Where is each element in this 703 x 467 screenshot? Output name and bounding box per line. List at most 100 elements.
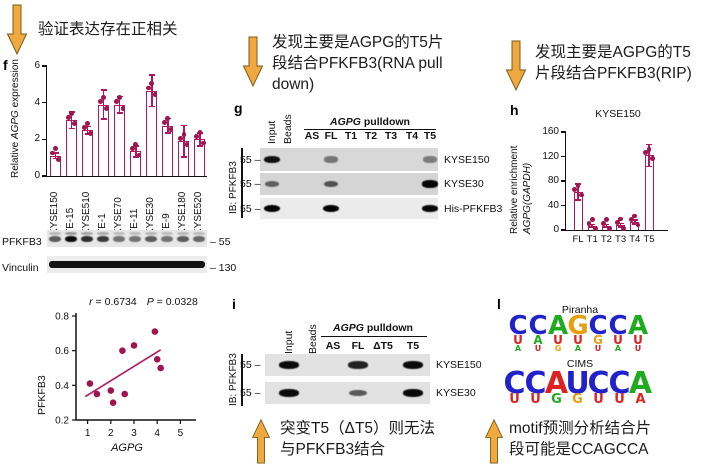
blot-strip — [260, 148, 438, 171]
blot-strip — [260, 173, 439, 195]
y-tick-label: 0.4 — [55, 381, 69, 392]
data-dot — [120, 105, 126, 111]
g-ib-line — [241, 148, 243, 218]
logo-letter: U — [634, 343, 642, 353]
y-tick — [561, 155, 566, 158]
data-dot — [165, 116, 171, 121]
error-cap — [196, 145, 203, 147]
panel-i: i Input Beads AGPG pulldown IB: PFKFB3 A… — [228, 294, 528, 419]
y-tick-label: 40 — [547, 199, 559, 211]
y-tick-label: 0 — [553, 224, 559, 235]
error-cap — [132, 156, 139, 158]
error-cap — [646, 143, 652, 145]
bar — [114, 104, 126, 176]
lane-label: T5 — [423, 130, 437, 142]
blot-strip — [265, 354, 430, 376]
logo-letter: G — [554, 343, 562, 353]
data-dot — [98, 99, 103, 105]
f-scatter-panel: r = 0.6734 P = 0.0328 PFKFB3 0.2 0.4 0.6 0.8… — [28, 290, 233, 467]
note-right-bottom-text: motif预测分析结合片 段可能是CCAGCCA — [509, 418, 651, 460]
note-right-top-text: 发现主要是AGPG的T5 片段结合PFKFB3(RIP) — [535, 42, 692, 84]
panel-i-label: i — [232, 296, 236, 312]
logo-letter: A — [547, 311, 569, 341]
y-tick-label: 80 — [547, 175, 559, 186]
blot-band — [423, 156, 437, 163]
blot-band — [65, 232, 77, 235]
blot-band — [113, 236, 125, 242]
error-cap — [148, 105, 155, 108]
panel-h: h KYSE150 Relative enrichment AGPG(GAPDH… — [505, 96, 703, 261]
data-dot — [130, 146, 135, 151]
error-cap — [100, 89, 107, 91]
blot-band — [402, 389, 423, 397]
data-dot — [65, 114, 71, 120]
x-tick-label: KYSE30 — [144, 197, 156, 235]
bar — [82, 130, 94, 176]
y-tick-label: 2 — [34, 133, 40, 145]
blot-band — [81, 236, 93, 242]
data-dot — [49, 150, 55, 156]
error-bar — [135, 145, 137, 157]
scatter-x-axis-title: AGPG — [111, 442, 143, 454]
error-cap — [575, 199, 581, 201]
down-arrow-shape — [6, 4, 28, 56]
blot-band — [263, 156, 281, 163]
data-point — [153, 356, 161, 363]
data-dot — [152, 92, 158, 97]
logo-letter: A — [544, 366, 569, 401]
panel-f-label: f — [3, 57, 8, 73]
data-point — [86, 380, 94, 387]
g-lane-beads: Beads — [282, 114, 294, 144]
panel-l-label: l — [497, 296, 501, 312]
i-lane-input: Input — [283, 330, 295, 354]
data-dot — [629, 217, 634, 222]
logo-letter: C — [608, 311, 628, 341]
up-arrow-icon — [484, 418, 504, 464]
note-line: 发现主要是AGPG的T5片 — [272, 34, 444, 51]
note-mid-bottom-text: 突变T5（ΔT5）则无法 与PFKFB3结合 — [280, 418, 435, 460]
blot-band — [81, 232, 93, 235]
i-ib-line — [241, 354, 243, 406]
data-point — [109, 399, 117, 406]
blot-band — [161, 236, 173, 242]
y-tick — [561, 180, 566, 182]
error-cap — [180, 156, 187, 158]
error-cap — [116, 112, 123, 114]
error-bar — [605, 224, 608, 227]
error-bar — [577, 184, 579, 200]
logo-letter: C — [508, 311, 528, 341]
g-pulldown-underline — [304, 129, 436, 131]
logo-letter: U — [614, 392, 625, 408]
data-dot — [85, 120, 90, 126]
error-cap — [52, 157, 59, 160]
panel-h-label: h — [510, 102, 519, 118]
logo-letter: G — [593, 333, 603, 348]
error-cap — [631, 223, 638, 225]
down-arrow-shape — [242, 36, 264, 88]
g-ib-label: IB: PFKFB3 — [228, 161, 239, 214]
data-dot — [615, 220, 620, 226]
y-tick — [42, 175, 47, 177]
blot-band — [348, 361, 368, 369]
i-ib-label: IB: PFKFB3 — [228, 353, 239, 406]
error-bar — [619, 223, 622, 227]
data-dot — [643, 150, 649, 156]
blot-band — [193, 232, 205, 235]
error-bar — [102, 89, 105, 120]
logo-letter: A — [574, 343, 582, 353]
y-tick-label: 0 — [34, 170, 40, 181]
data-dot — [600, 220, 606, 226]
lane-label: FL — [324, 130, 338, 142]
f-bar-chart: 0 2 4 6 KYSE150 TE-15 KYSE510 TE-1 KYSE70 TE-11 KY… — [34, 60, 207, 235]
i-pulldown-header: AGPG pulldown — [321, 322, 425, 334]
logo-letter: U — [594, 343, 602, 353]
panel-g: g Input Beads AGPG pulldown IB: PFKFB3 A… — [228, 96, 538, 231]
x-tick-label: KYSE510 — [80, 191, 92, 235]
data-dot — [72, 121, 78, 127]
blot-band — [161, 232, 173, 235]
